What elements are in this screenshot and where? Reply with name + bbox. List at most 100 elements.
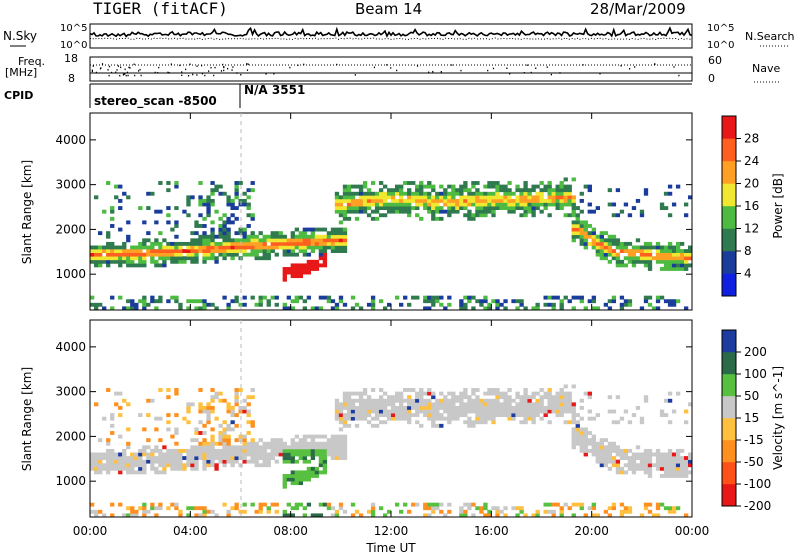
power-x-ticks [89,113,693,310]
velocity-cell [190,452,195,457]
power-cell [451,184,456,189]
velocity-cell [106,463,111,468]
power-cell [463,206,468,211]
velocity-cell [358,416,364,421]
velocity-cell [362,409,368,414]
velocity-cell [579,448,584,453]
velocity-cell [174,506,179,511]
power-cell [475,213,480,218]
velocity-cell [298,438,304,443]
power-cell [503,188,508,193]
velocity-cell [443,416,448,421]
power-cell [427,181,432,185]
power-cell [138,256,143,261]
power-cell [487,195,492,200]
power-cell [242,252,247,257]
power-cell [206,241,211,246]
power-cell [583,231,588,236]
velocity-cell [531,513,536,518]
velocity-cell [250,459,255,464]
velocity-cell [607,409,613,414]
velocity-cell [154,466,159,471]
velocity-cell [411,398,416,403]
velocity-cell [242,398,247,403]
freq-point [92,65,94,67]
velocity-cell [611,459,617,464]
velocity-cell [194,427,199,432]
velocity-cell [170,456,175,460]
power-cell [358,191,364,196]
velocity-cell [234,456,239,460]
power-cell [346,202,352,207]
velocity-cell [635,445,641,450]
power-cell [342,227,348,232]
velocity-cell [202,431,207,435]
velocity-cell [443,398,448,403]
power-cell [519,213,524,218]
velocity-cell [671,474,677,478]
x-tick-label: 08:00 [273,524,308,538]
power-cell [286,241,291,246]
velocity-cell [94,452,99,457]
velocity-cell [366,413,372,418]
velocity-cell [158,438,163,443]
power-cell [587,241,592,246]
velocity-cell [274,509,279,514]
velocity-cell [463,391,468,396]
power-cell [459,202,464,207]
velocity-cell [623,448,629,453]
velocity-cell [242,438,247,443]
velocity-cell [395,405,400,410]
power-cell [435,195,440,200]
power-cell [238,302,243,307]
velocity-cell [595,513,600,518]
velocity-cell [118,459,123,464]
velocity-cell [298,452,304,457]
power-cell [563,184,568,189]
velocity-cell [463,409,468,414]
power-cell [483,213,488,218]
velocity-cell [198,388,203,392]
power-cell [358,198,364,203]
power-cell [399,184,404,189]
power-cell [443,202,448,207]
freq-point [134,74,136,77]
power-cell [575,295,580,300]
velocity-cell [519,509,524,514]
velocity-cell [571,445,576,450]
velocity-cell [635,452,641,457]
velocity-cell [94,466,99,471]
power-cell [647,256,653,261]
power-cell [431,184,436,189]
power-cell [126,256,131,261]
velocity-cell [302,470,308,475]
velocity-cell [399,409,404,414]
power-cell [238,245,243,250]
velocity-cell [523,409,528,414]
velocity-cell [531,420,536,425]
velocity-cell [282,445,287,450]
velocity-cell [411,405,416,410]
power-cell [447,195,452,200]
velocity-cell [382,420,388,425]
colorbar-tick-label: 16 [744,199,759,213]
velocity-cell [382,398,388,403]
power-cell [254,252,259,257]
velocity-cell [423,513,428,518]
velocity-cell [583,427,588,432]
power-cell [563,202,568,207]
power-cell [342,245,348,250]
power-cell [475,188,480,193]
velocity-cell [98,459,103,464]
velocity-cell [563,398,568,403]
power-cell [683,306,689,311]
velocity-cell [186,456,191,460]
power-cell [358,306,364,311]
power-cell [675,249,681,253]
velocity-cell [298,445,304,450]
velocity-cell [362,416,368,421]
power-cell [403,295,408,300]
velocity-cell [94,509,99,514]
power-cell [158,299,163,304]
velocity-cell [511,416,516,421]
